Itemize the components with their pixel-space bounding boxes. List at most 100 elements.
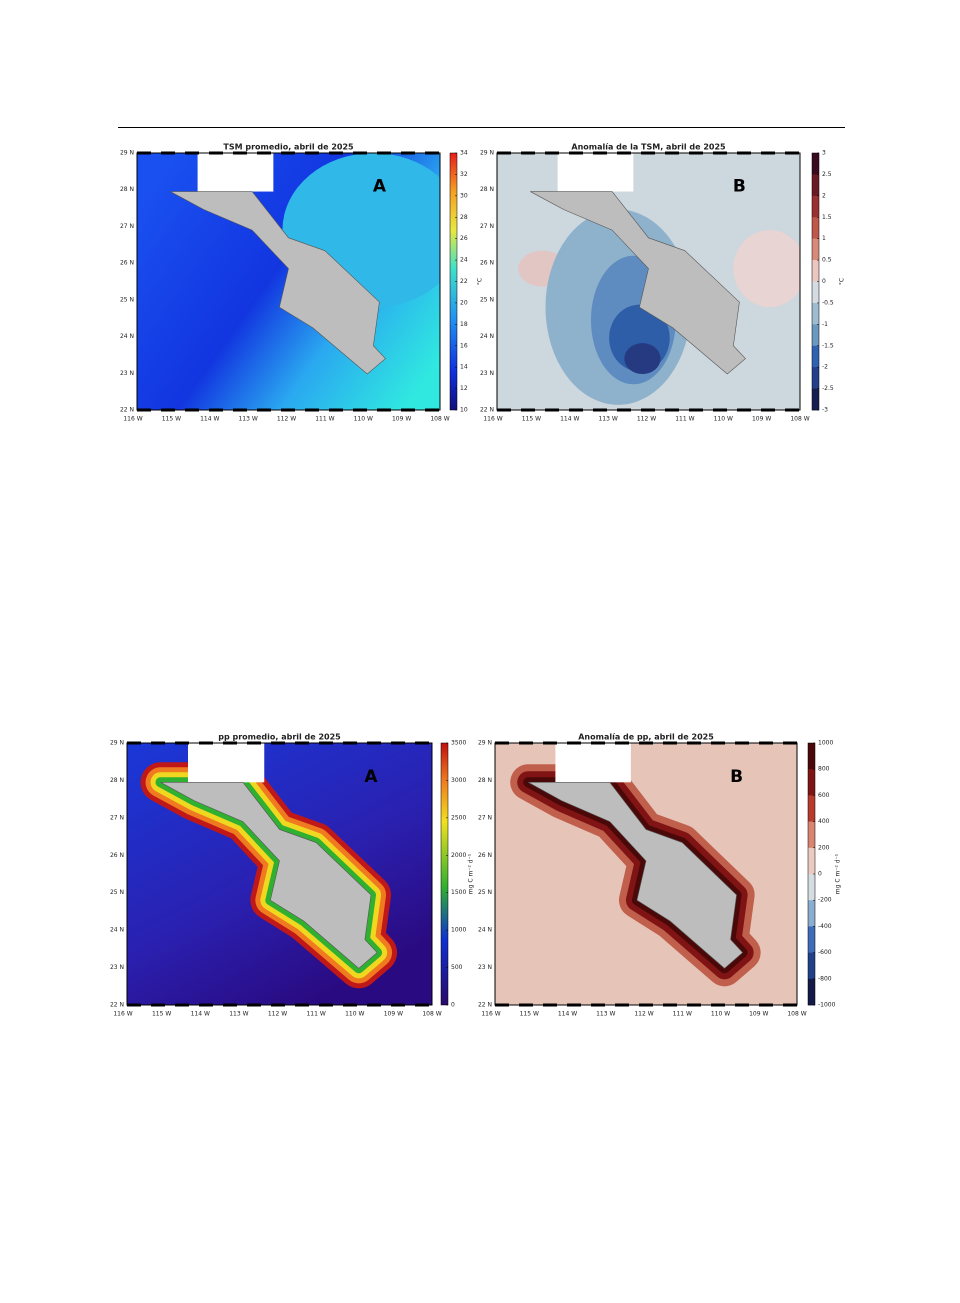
- x-tick-label: 116 W: [483, 416, 502, 423]
- colorbar-unit: °C: [839, 278, 846, 285]
- colorbar-step: [812, 153, 819, 175]
- colorbar-label: -1000: [818, 1002, 836, 1009]
- map: [495, 743, 797, 1005]
- panel-title: TSM promedio, abril de 2025: [223, 143, 354, 152]
- x-tick-label: 115 W: [522, 416, 541, 423]
- colorbar-label: 3: [822, 150, 826, 157]
- y-tick-label: 28 N: [110, 777, 124, 784]
- x-tick-label: 116 W: [481, 1011, 500, 1018]
- colorbar-label: 0.5: [822, 257, 832, 264]
- ocean-patch: [733, 230, 800, 308]
- x-tick-label: 108 W: [787, 1011, 806, 1018]
- y-tick-label: 27 N: [110, 814, 124, 821]
- x-tick-label: 114 W: [560, 416, 579, 423]
- colorbar-step: [812, 238, 819, 261]
- colorbar-step: [812, 302, 819, 325]
- colorbar-step: [808, 952, 815, 980]
- colorbar-step: [808, 978, 815, 1006]
- map: [127, 743, 432, 1005]
- colorbar-step: [808, 769, 815, 796]
- colorbar-label: 0: [822, 278, 826, 285]
- y-tick-label: 24 N: [120, 333, 134, 340]
- colorbar-label: 500: [451, 964, 463, 971]
- colorbar-step: [812, 195, 819, 218]
- y-tick-label: 25 N: [120, 296, 134, 303]
- colorbar-label: 2: [822, 192, 826, 199]
- y-tick-label: 22 N: [110, 1002, 124, 1009]
- colorbar-label: -2.5: [822, 385, 834, 392]
- colorbar-label: 10: [460, 407, 468, 414]
- panel-letter: A: [364, 767, 378, 787]
- y-tick-label: 25 N: [110, 889, 124, 896]
- colorbar-label: 3500: [451, 740, 466, 747]
- x-tick-label: 109 W: [392, 416, 411, 423]
- y-tick-label: 23 N: [110, 964, 124, 971]
- colorbar-step: [812, 345, 819, 368]
- colorbar-step: [812, 367, 819, 389]
- colorbar-step: [808, 874, 815, 901]
- colorbar-step: [812, 388, 819, 411]
- y-tick-label: 22 N: [480, 407, 494, 414]
- y-tick-label: 25 N: [480, 296, 494, 303]
- x-tick-label: 113 W: [596, 1011, 615, 1018]
- colorbar-label: 20: [460, 299, 468, 306]
- x-tick-label: 111 W: [675, 416, 694, 423]
- panel-letter: A: [373, 176, 387, 196]
- colorbar-label: -0.5: [822, 299, 834, 306]
- y-tick-label: 22 N: [120, 407, 134, 414]
- x-tick-label: 114 W: [191, 1011, 210, 1018]
- colorbar-label: 1000: [451, 927, 466, 934]
- x-tick-label: 113 W: [238, 416, 257, 423]
- x-tick-label: 111 W: [306, 1011, 325, 1018]
- y-tick-label: 27 N: [480, 223, 494, 230]
- x-tick-label: 115 W: [520, 1011, 539, 1018]
- x-tick-label: 110 W: [345, 1011, 364, 1018]
- x-tick-label: 109 W: [384, 1011, 403, 1018]
- x-tick-label: 110 W: [711, 1011, 730, 1018]
- x-tick-label: 108 W: [790, 416, 809, 423]
- colorbar-label: 26: [460, 235, 468, 242]
- x-tick-label: 116 W: [123, 416, 142, 423]
- colorbar-label: 0: [451, 1002, 455, 1009]
- x-tick-label: 109 W: [752, 416, 771, 423]
- colorbar-label: 1500: [451, 889, 466, 896]
- colorbar-label: 200: [818, 844, 830, 851]
- map: [497, 153, 800, 410]
- colorbar-label: 800: [818, 766, 830, 773]
- colorbar-label: 12: [460, 385, 468, 392]
- colorbar-label: -600: [818, 949, 832, 956]
- land: [160, 781, 378, 969]
- colorbar-label: 24: [460, 257, 468, 264]
- x-tick-label: 112 W: [268, 1011, 287, 1018]
- x-tick-label: 115 W: [162, 416, 181, 423]
- y-tick-label: 28 N: [480, 186, 494, 193]
- x-tick-label: 110 W: [354, 416, 373, 423]
- no-data: [188, 743, 265, 783]
- colorbar-label: 14: [460, 364, 468, 371]
- colorbar-label: 30: [460, 192, 468, 199]
- y-tick-label: 29 N: [480, 150, 494, 157]
- colorbar-label: 16: [460, 342, 468, 349]
- y-tick-label: 26 N: [478, 852, 492, 859]
- y-tick-label: 27 N: [478, 814, 492, 821]
- colorbar-label: 2000: [451, 852, 466, 859]
- x-tick-label: 114 W: [200, 416, 219, 423]
- panel-title: Anomalía de la TSM, abril de 2025: [571, 143, 726, 152]
- x-tick-label: 108 W: [422, 1011, 441, 1018]
- colorbar-step: [808, 900, 815, 927]
- colorbar-unit: mg C m⁻² d⁻¹: [835, 853, 842, 894]
- colorbar-label: 1000: [818, 740, 833, 747]
- land: [170, 191, 386, 375]
- land: [528, 781, 744, 969]
- colorbar: [441, 743, 448, 1005]
- y-tick-label: 26 N: [120, 260, 134, 267]
- colorbar-step: [808, 926, 815, 953]
- x-tick-label: 116 W: [113, 1011, 132, 1018]
- panel-title: Anomalía de pp, abril de 2025: [578, 733, 714, 742]
- y-tick-label: 24 N: [110, 927, 124, 934]
- colorbar-label: 0: [818, 871, 822, 878]
- x-tick-label: 111 W: [315, 416, 334, 423]
- map: [137, 153, 440, 410]
- no-data: [557, 153, 634, 192]
